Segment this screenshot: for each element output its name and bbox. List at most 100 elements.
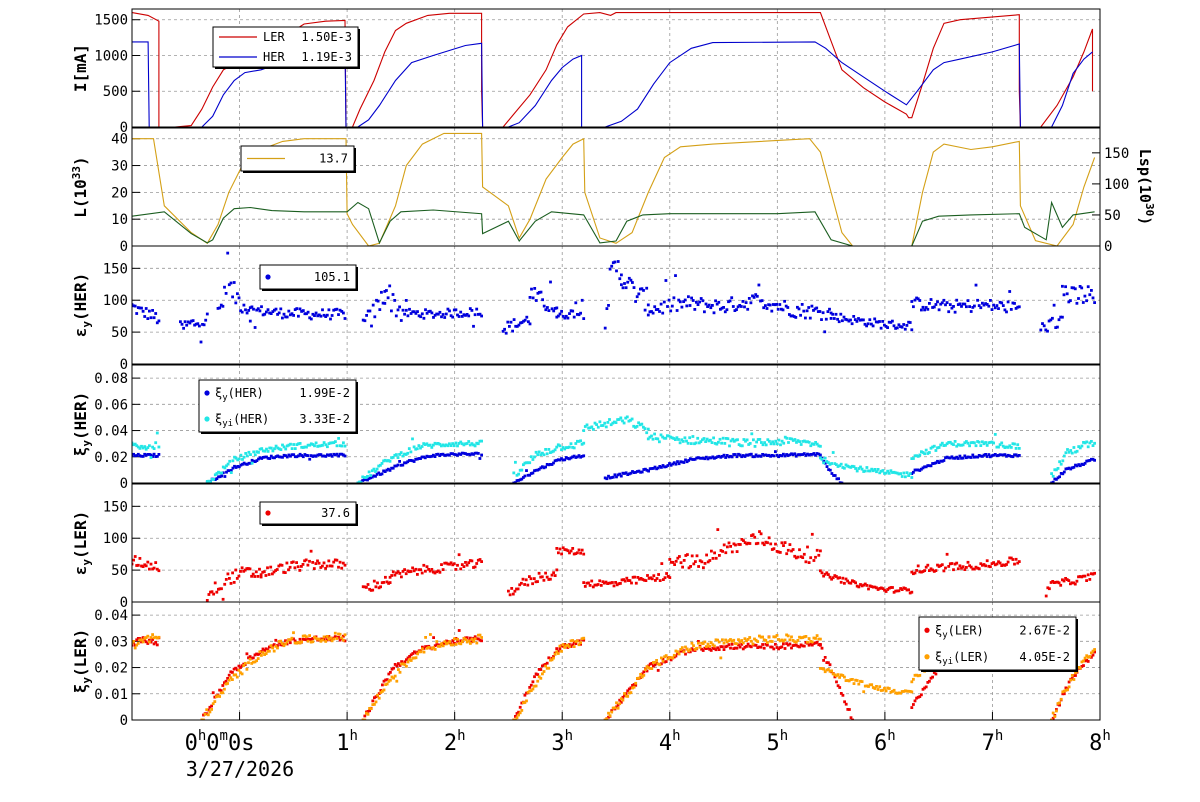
scatter-point (688, 650, 692, 654)
scatter-point (953, 310, 957, 314)
scatter-point (290, 447, 294, 450)
scatter-point (422, 442, 426, 445)
scatter-point (739, 444, 743, 448)
scatter-point (1011, 558, 1015, 561)
scatter-point (625, 415, 629, 419)
scatter-point (844, 463, 848, 467)
x-tick-sup: h (198, 728, 206, 744)
scatter-point (432, 443, 435, 447)
scatter-point (420, 455, 424, 459)
scatter-point (534, 450, 538, 454)
scatter-point (361, 318, 365, 322)
scatter-point (207, 479, 211, 483)
legend-label: HER (263, 50, 285, 64)
scatter-point (555, 315, 559, 319)
scatter-point (886, 588, 890, 591)
scatter-point (301, 563, 305, 566)
scatter-point (285, 315, 289, 319)
scatter-point (974, 444, 978, 448)
scatter-point (219, 689, 223, 692)
scatter-point (247, 461, 251, 465)
scatter-point (1047, 319, 1051, 323)
scatter-point (141, 636, 145, 639)
scatter-point (365, 586, 368, 589)
scatter-point (459, 642, 463, 646)
scatter-point (582, 636, 586, 640)
scatter-point (736, 438, 739, 442)
scatter-point (1014, 447, 1018, 450)
scatter-point (973, 441, 976, 445)
scatter-point (819, 549, 822, 553)
scatter-point (618, 277, 622, 281)
scatter-point (668, 656, 671, 659)
scatter-point (210, 590, 214, 594)
scatter-point (918, 674, 922, 677)
scatter-point (733, 309, 737, 312)
scatter-point (330, 639, 334, 643)
scatter-point (963, 302, 967, 306)
scatter-point (205, 312, 209, 316)
scatter-point (926, 681, 930, 684)
scatter-point (239, 570, 242, 573)
scatter-point (216, 694, 220, 698)
scatter-point (719, 645, 723, 648)
scatter-point (820, 457, 824, 461)
scatter-point (390, 675, 394, 679)
scatter-point (531, 471, 535, 475)
scatter-point (641, 578, 645, 581)
scatter-point (607, 581, 611, 585)
scatter-point (327, 308, 331, 312)
scatter-point (792, 315, 796, 318)
scatter-point (194, 322, 198, 326)
scatter-point (1011, 301, 1015, 305)
scatter-point (840, 481, 844, 483)
scatter-point (382, 679, 386, 683)
scatter-point (646, 574, 649, 577)
scatter-point (243, 568, 247, 572)
scatter-point (555, 547, 559, 550)
scatter-point (1085, 659, 1089, 662)
scatter-point (292, 631, 295, 635)
scatter-point (269, 644, 273, 648)
scatter-point (960, 443, 963, 447)
scatter-point (899, 472, 902, 475)
scatter-point (198, 324, 201, 328)
scatter-point (149, 316, 153, 320)
legend-value: 2.67E-2 (1019, 623, 1070, 637)
scatter-point (798, 548, 801, 552)
scatter-point (785, 436, 789, 440)
scatter-point (285, 640, 289, 644)
legend-label-name: ξ (935, 623, 942, 637)
scatter-point (537, 668, 541, 671)
scatter-point (642, 468, 646, 471)
scatter-point (228, 459, 232, 463)
scatter-point (987, 453, 991, 456)
scatter-point (724, 645, 727, 649)
scatter-point (275, 568, 279, 571)
scatter-point (857, 682, 861, 686)
scatter-point (513, 589, 517, 593)
scatter-point (985, 303, 989, 306)
scatter-point (795, 441, 798, 444)
scatter-point (213, 473, 217, 477)
scatter-point (622, 578, 625, 581)
scatter-point (239, 666, 242, 669)
scatter-point (557, 551, 560, 555)
scatter-point (987, 564, 991, 568)
scatter-point (1062, 470, 1066, 474)
scatter-point (449, 643, 453, 647)
scatter-point (653, 305, 657, 309)
scatter-point (327, 454, 331, 457)
scatter-point (520, 709, 524, 712)
scatter-point (618, 472, 622, 476)
scatter-point (774, 439, 778, 443)
scatter-point (529, 689, 533, 692)
scatter-point (449, 314, 453, 318)
scatter-point (322, 635, 326, 639)
scatter-point (786, 548, 790, 552)
scatter-point (796, 644, 800, 648)
scatter-point (608, 714, 612, 718)
scatter-point (406, 314, 410, 318)
scatter-point (603, 476, 607, 480)
